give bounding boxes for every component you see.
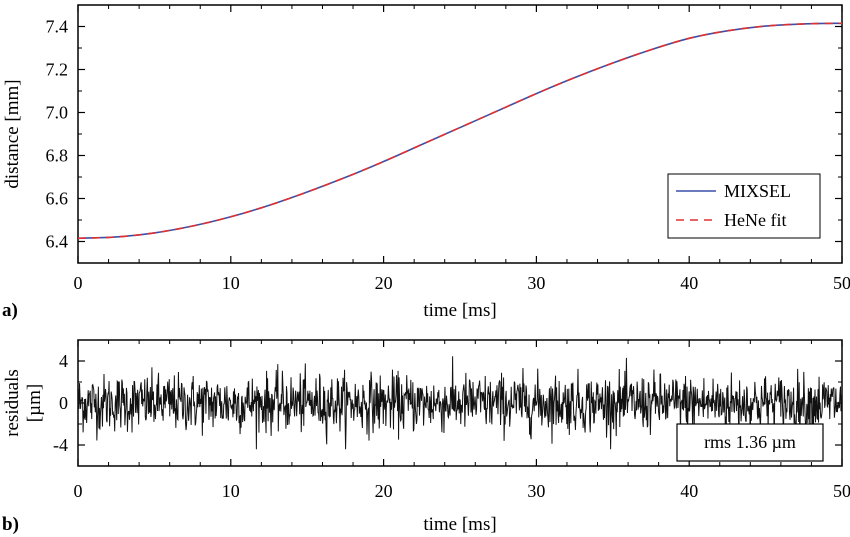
panel-a-tick-labels: 0 10 20 30 40 50 6.4 6.6 6.8 7.0 7.2 7.4 bbox=[46, 17, 850, 294]
panel-a-ticks bbox=[77, 4, 843, 264]
rms-annotation: rms 1.36 µm bbox=[676, 423, 824, 462]
panel-a-xtick-label: 10 bbox=[222, 273, 240, 293]
panel-b-xlabel: time [ms] bbox=[423, 514, 496, 535]
panel-a: 0 10 20 30 40 506.46.66.87.07.27.4 time [ms] … bbox=[2, 4, 850, 321]
panel-b-ytick-label: 0 bbox=[59, 393, 68, 413]
panel-a-ytick-label: 6.6 bbox=[46, 189, 69, 209]
residuals-trace bbox=[77, 356, 843, 450]
legend-label-hene: HeNe fit bbox=[724, 210, 786, 230]
panel-a-ytick-label: 7.4 bbox=[46, 17, 69, 37]
panel-b-xtick-label: 20 bbox=[375, 481, 393, 501]
panel-a-ylabel: distance [mm] bbox=[2, 79, 23, 188]
panel-a-xtick-label: 40 bbox=[680, 273, 698, 293]
panel-b-xtick-label: 30 bbox=[527, 481, 545, 501]
legend-box bbox=[667, 173, 821, 239]
panel-b-ytick-label: 4 bbox=[59, 351, 68, 371]
legend: MIXSEL HeNe fit bbox=[667, 173, 821, 239]
panel-a-ytick-label: 6.8 bbox=[46, 146, 69, 166]
panel-b-ticks bbox=[77, 340, 843, 466]
panel-a-series bbox=[77, 22, 843, 240]
panel-a-ytick-label: 7.2 bbox=[46, 60, 69, 80]
panel-b-ytick-label: -4 bbox=[53, 435, 68, 455]
panel-a-xtick-label: 30 bbox=[527, 273, 545, 293]
panel-b-label: b) bbox=[2, 514, 19, 535]
legend-label-mixsel: MIXSEL bbox=[724, 181, 791, 201]
panel-a-xtick-label: 0 bbox=[74, 273, 83, 293]
panel-b-xtick-label: 10 bbox=[222, 481, 240, 501]
panel-b-xtick-label: 40 bbox=[680, 481, 698, 501]
panel-a-ytick-label: 6.4 bbox=[46, 232, 69, 252]
panel-b-xtick-label: 0 bbox=[74, 481, 83, 501]
panel-a-xtick-label: 20 bbox=[375, 273, 393, 293]
panel-b-series bbox=[77, 356, 843, 450]
series-line-hene-fit bbox=[77, 22, 843, 240]
panel-a-label: a) bbox=[2, 300, 18, 321]
panel-b-ylabel-unit: [µm] bbox=[24, 384, 45, 422]
panel-a-xlabel: time [ms] bbox=[423, 300, 496, 321]
panel-a-xtick-label: 50 bbox=[833, 273, 850, 293]
panel-a-ytick-label: 7.0 bbox=[46, 103, 69, 123]
panel-b-xtick-label: 50 bbox=[833, 481, 850, 501]
rms-annotation-box bbox=[676, 423, 824, 462]
rms-annotation-text: rms 1.36 µm bbox=[704, 432, 796, 452]
panel-b-ylabel: residuals bbox=[2, 369, 23, 437]
